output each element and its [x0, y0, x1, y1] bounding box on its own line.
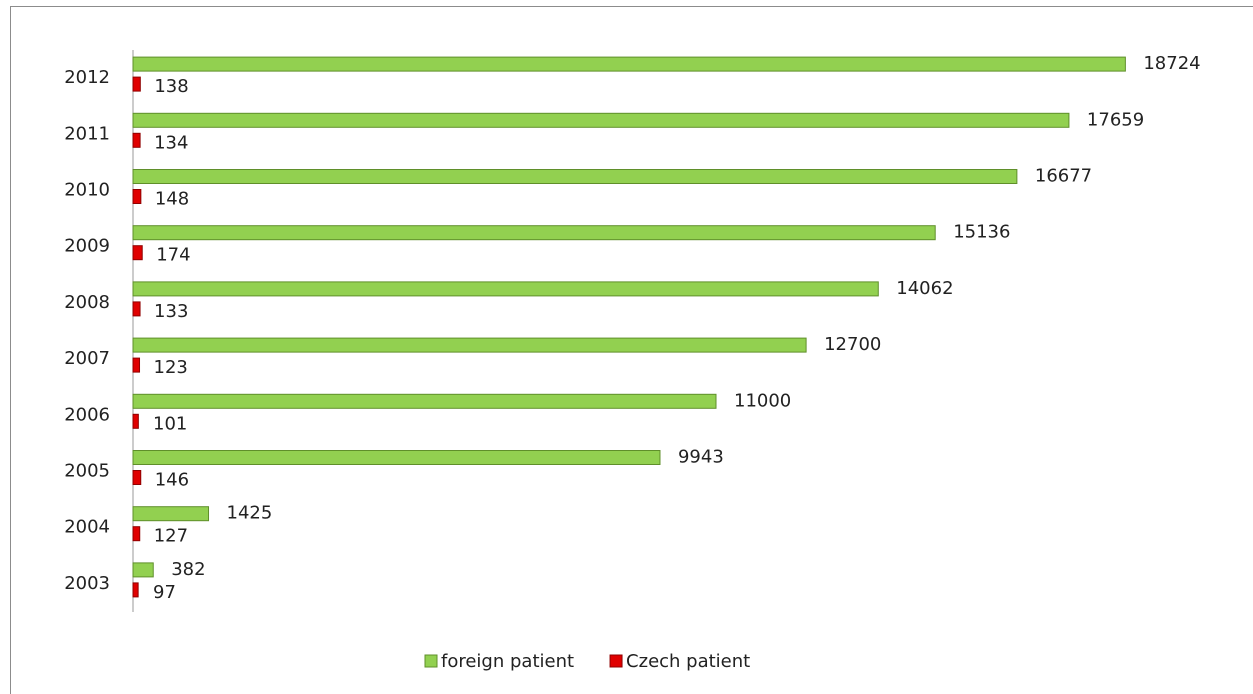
data-label: 16677	[1035, 166, 1092, 187]
bar	[132, 357, 141, 373]
data-label: 14062	[896, 278, 953, 299]
y-tick-label: 2009	[64, 236, 110, 257]
bar	[132, 506, 210, 522]
bar	[132, 169, 1018, 184]
y-tick-label: 2003	[64, 573, 110, 594]
data-label: 174	[156, 245, 190, 266]
bar	[132, 413, 139, 429]
bar	[132, 225, 936, 241]
bar	[132, 450, 661, 465]
y-tick-label: 2004	[64, 517, 110, 538]
data-label: 9943	[678, 447, 724, 468]
data-label: 17659	[1087, 109, 1144, 130]
legend-swatch	[424, 654, 438, 668]
bar	[132, 526, 141, 542]
y-tick-label: 2006	[64, 404, 110, 425]
legend-label: foreign patient	[441, 651, 574, 672]
data-label: 101	[153, 413, 187, 434]
y-tick-label: 2008	[64, 292, 110, 313]
bar	[132, 189, 142, 204]
data-label: 123	[154, 357, 188, 378]
data-label: 11000	[734, 390, 791, 411]
data-label: 148	[155, 189, 189, 210]
bar	[132, 562, 154, 578]
bar	[132, 245, 143, 261]
bar	[132, 132, 141, 148]
legend-swatch	[609, 654, 623, 668]
bar	[132, 301, 141, 317]
y-tick-label: 2005	[64, 461, 110, 482]
data-label: 134	[154, 132, 188, 153]
data-label: 382	[171, 559, 205, 580]
data-label: 133	[154, 301, 188, 322]
bar	[132, 393, 717, 409]
bar	[132, 281, 879, 297]
y-tick-label: 2010	[64, 180, 110, 201]
y-tick-label: 2007	[64, 348, 110, 369]
data-label: 18724	[1143, 53, 1200, 74]
data-label: 146	[155, 470, 189, 491]
bar	[132, 112, 1070, 128]
bar	[132, 470, 142, 485]
bar	[132, 56, 1126, 72]
bar	[132, 76, 141, 92]
data-label: 138	[154, 76, 188, 97]
y-tick-label: 2012	[64, 67, 110, 88]
data-label: 1425	[227, 503, 273, 524]
data-label: 97	[153, 582, 176, 603]
data-label: 127	[154, 526, 188, 547]
chart-border	[10, 6, 1253, 694]
data-label: 12700	[824, 334, 881, 355]
y-tick-label: 2011	[64, 123, 110, 144]
legend-label: Czech patient	[626, 651, 750, 672]
data-label: 15136	[953, 222, 1010, 243]
bar	[132, 337, 807, 353]
bar	[132, 582, 139, 598]
